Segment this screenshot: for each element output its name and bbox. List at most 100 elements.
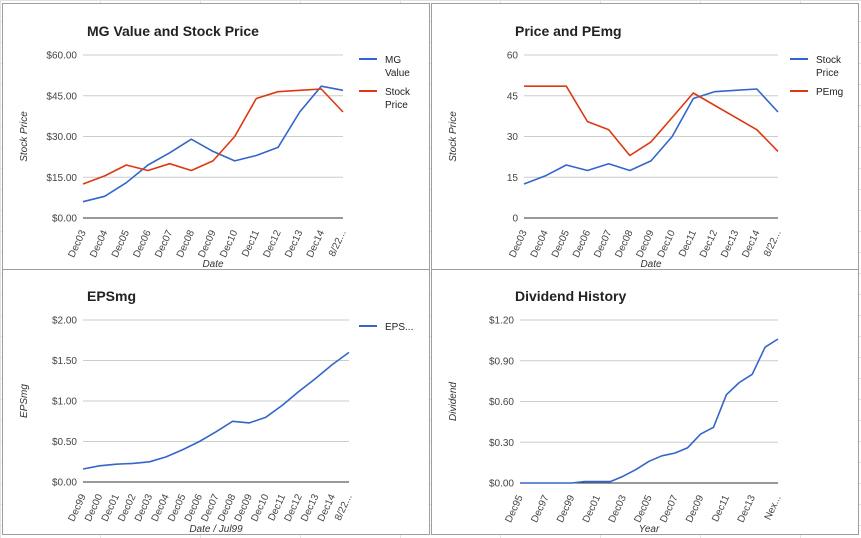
data-point[interactable] (564, 163, 568, 167)
data-point[interactable] (347, 350, 351, 354)
data-point[interactable] (189, 137, 193, 141)
data-point[interactable] (232, 159, 236, 163)
data-point[interactable] (131, 461, 135, 465)
data-point[interactable] (531, 481, 535, 485)
data-point[interactable] (247, 421, 251, 425)
data-point[interactable] (167, 161, 171, 165)
data-point[interactable] (181, 447, 185, 451)
data-point[interactable] (297, 88, 301, 92)
data-point[interactable] (691, 96, 695, 100)
data-point[interactable] (276, 145, 280, 149)
data-point[interactable] (314, 376, 318, 380)
series-line-mg-value[interactable] (82, 85, 344, 203)
data-point[interactable] (189, 168, 193, 172)
legend-label: EPS... (385, 322, 413, 333)
data-point[interactable] (776, 337, 780, 341)
data-point[interactable] (211, 149, 215, 153)
data-point[interactable] (557, 481, 561, 485)
data-point[interactable] (114, 462, 118, 466)
data-point[interactable] (763, 345, 767, 349)
data-point[interactable] (280, 403, 284, 407)
data-point[interactable] (254, 153, 258, 157)
chart-dividend-history[interactable]: Dividend History $0.00 $0.30 $0.60 $0.90 $1.2… (431, 269, 859, 535)
data-point[interactable] (582, 479, 586, 483)
x-axis-title: Date (640, 259, 662, 270)
data-point[interactable] (543, 174, 547, 178)
data-point[interactable] (733, 88, 737, 92)
data-point[interactable] (776, 149, 780, 153)
data-point[interactable] (712, 89, 716, 93)
series-line-pemg[interactable] (524, 85, 779, 157)
data-point[interactable] (673, 451, 677, 455)
data-point[interactable] (232, 134, 236, 138)
data-point[interactable] (264, 415, 268, 419)
data-point[interactable] (276, 89, 280, 93)
data-point[interactable] (647, 459, 651, 463)
data-point[interactable] (330, 362, 334, 366)
data-point[interactable] (81, 467, 85, 471)
data-point[interactable] (606, 161, 610, 165)
data-point[interactable] (628, 168, 632, 172)
data-point[interactable] (564, 84, 568, 88)
data-point[interactable] (634, 467, 638, 471)
data-point[interactable] (81, 182, 85, 186)
data-point[interactable] (319, 87, 323, 91)
data-point[interactable] (297, 389, 301, 393)
data-point[interactable] (147, 460, 151, 464)
data-point[interactable] (606, 128, 610, 132)
series-line-dividend[interactable] (520, 338, 779, 484)
data-point[interactable] (595, 479, 599, 483)
data-point[interactable] (776, 110, 780, 114)
data-point[interactable] (585, 119, 589, 123)
chart-epsmg[interactable]: EPSmg $0.00 $0.50 $1.00 $1.50 $2.00 Dec99 Dec00… (2, 269, 430, 535)
data-point[interactable] (522, 84, 526, 88)
data-point[interactable] (518, 481, 522, 485)
data-point[interactable] (711, 425, 715, 429)
data-point[interactable] (214, 430, 218, 434)
data-point[interactable] (164, 455, 168, 459)
data-point[interactable] (670, 115, 674, 119)
data-point[interactable] (649, 159, 653, 163)
data-point[interactable] (585, 168, 589, 172)
data-point[interactable] (297, 110, 301, 114)
chart-mg-value-stock-price[interactable]: MG Value and Stock Price $0.00 $15.00 $30.0… (2, 3, 430, 270)
data-point[interactable] (737, 380, 741, 384)
data-point[interactable] (230, 419, 234, 423)
data-point[interactable] (755, 87, 759, 91)
data-point[interactable] (670, 134, 674, 138)
data-point[interactable] (544, 481, 548, 485)
data-point[interactable] (724, 393, 728, 397)
data-point[interactable] (146, 168, 150, 172)
data-point[interactable] (197, 439, 201, 443)
data-point[interactable] (649, 140, 653, 144)
data-point[interactable] (124, 180, 128, 184)
data-point[interactable] (628, 153, 632, 157)
data-point[interactable] (569, 481, 573, 485)
data-point[interactable] (522, 182, 526, 186)
data-point[interactable] (750, 372, 754, 376)
data-point[interactable] (621, 474, 625, 478)
chart-price-pemg[interactable]: Price and PEmg 0 15 30 45 60 Dec03 Dec04 Dec05 De… (431, 3, 859, 270)
data-point[interactable] (81, 200, 85, 204)
data-point[interactable] (755, 128, 759, 132)
data-point[interactable] (686, 445, 690, 449)
data-point[interactable] (211, 159, 215, 163)
data-point[interactable] (608, 479, 612, 483)
data-point[interactable] (254, 96, 258, 100)
data-point[interactable] (102, 194, 106, 198)
series-line-eps[interactable] (82, 351, 350, 470)
data-point[interactable] (146, 163, 150, 167)
data-point[interactable] (167, 151, 171, 155)
series-line-stock-price[interactable] (82, 88, 344, 185)
data-point[interactable] (698, 432, 702, 436)
legend-label: Value (385, 68, 410, 79)
data-point[interactable] (341, 110, 345, 114)
data-point[interactable] (341, 88, 345, 92)
data-point[interactable] (124, 163, 128, 167)
data-point[interactable] (660, 454, 664, 458)
data-point[interactable] (543, 84, 547, 88)
data-point[interactable] (691, 91, 695, 95)
series-line-stock-price[interactable] (523, 88, 779, 185)
data-point[interactable] (97, 464, 101, 468)
data-point[interactable] (102, 174, 106, 178)
